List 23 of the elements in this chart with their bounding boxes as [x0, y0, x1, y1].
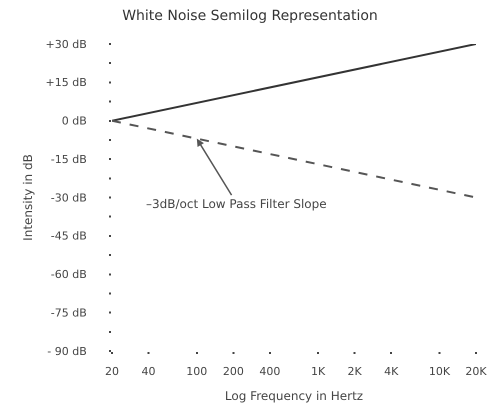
- y-tick-label: -15 dB: [50, 152, 87, 166]
- y-tick-label: -30 dB: [50, 191, 87, 204]
- x-tick-label: 40: [142, 365, 156, 378]
- y-tick-label: -45 dB: [50, 230, 87, 243]
- x-tick-label: 10K: [428, 365, 451, 378]
- y-axis-title: Intensity in dB: [20, 154, 35, 241]
- y-tick-label: -75 dB: [50, 306, 87, 320]
- x-tick-label: 20: [105, 365, 119, 378]
- y-tick-label: 0 dB: [62, 114, 87, 128]
- x-tick-label: 1K: [311, 365, 326, 378]
- x-axis-title: Log Frequency in Hertz: [224, 389, 364, 404]
- annotation: –3dB/oct Low Pass Filter Slope: [146, 197, 327, 211]
- x-tick-label: 200: [222, 365, 244, 378]
- x-tick-label: 4K: [384, 365, 400, 378]
- chart-title: White Noise Semilog Representation: [122, 8, 378, 24]
- x-tick-label: 400: [259, 365, 280, 378]
- y-tick-label: -60 dB: [50, 268, 87, 282]
- x-tick-label: 100: [186, 365, 208, 378]
- x-tick-label: 2K: [348, 365, 363, 378]
- x-tick-label: 20K: [465, 365, 488, 378]
- y-tick-label: +15 dB: [46, 76, 87, 90]
- y-tick-label: +30 dB: [46, 38, 87, 51]
- y-tick-label: - 90 dB: [47, 344, 87, 358]
